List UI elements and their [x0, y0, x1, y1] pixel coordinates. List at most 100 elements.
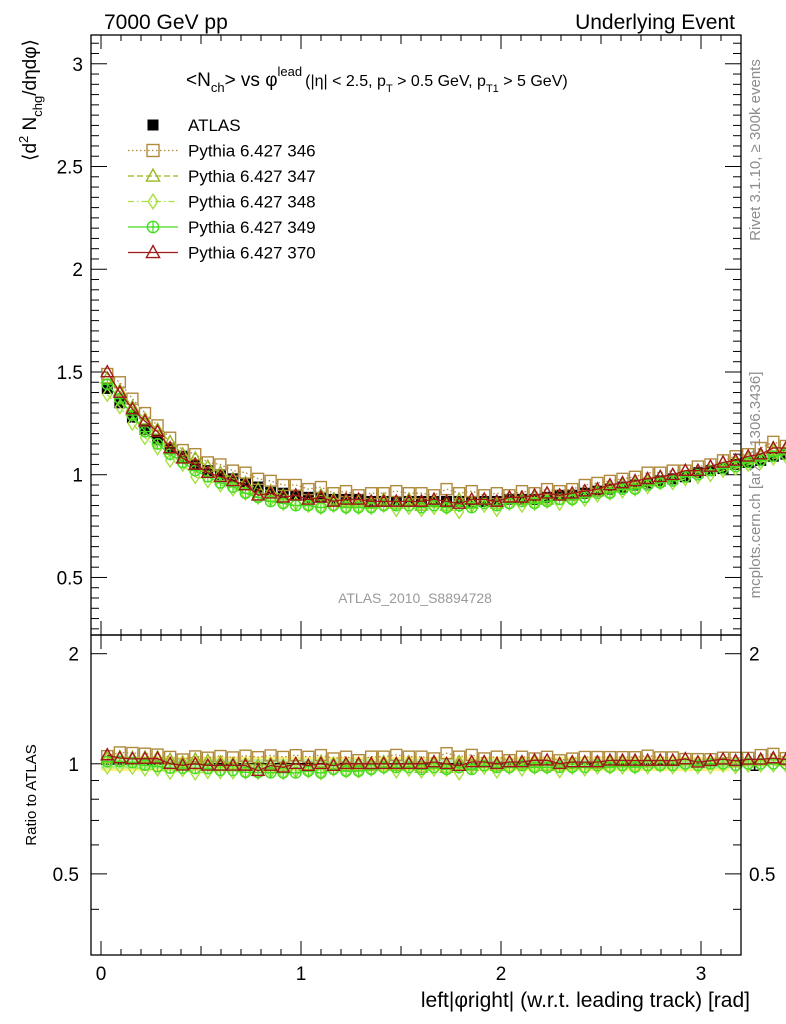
ratio-point: [275, 759, 291, 773]
data-point: [137, 413, 153, 427]
main-y-tick-label: 1.5: [57, 363, 83, 384]
ratio-point: [338, 756, 354, 770]
data-point: [590, 481, 605, 495]
legend-marker: [146, 220, 160, 234]
data-point: [703, 458, 718, 472]
ratio-point: [251, 750, 265, 764]
data-point: [666, 474, 679, 487]
data-point: [313, 489, 329, 503]
legend-marker: [147, 193, 159, 210]
data-point: [240, 485, 251, 502]
ratio-point: [190, 765, 201, 781]
ratio-point: [302, 750, 315, 764]
data-point: [552, 487, 567, 501]
header-right-label: Underlying Event: [575, 11, 735, 34]
data-point: [753, 446, 768, 460]
ratio-point: [314, 767, 327, 779]
ratio-point: [464, 754, 479, 768]
data-point: [728, 452, 743, 466]
legend-label: Pythia 6.427 347: [188, 167, 316, 186]
ratio-point: [188, 756, 203, 770]
ratio-point: [101, 755, 114, 768]
data-point: [578, 491, 591, 504]
ratio-point: [602, 752, 618, 766]
ratio-point: [225, 757, 241, 771]
ratio-point: [303, 763, 314, 779]
ratio-point: [226, 751, 240, 764]
data-point: [767, 435, 780, 449]
data-point: [654, 475, 666, 491]
data-point: [477, 491, 492, 505]
rivet-version-label: Rivet 3.1.10, ≥ 300k events: [747, 59, 764, 241]
data-point: [102, 386, 113, 403]
data-point: [754, 454, 767, 467]
data-point: [565, 485, 580, 499]
data-point: [139, 425, 151, 438]
series-line: [106, 373, 786, 496]
data-point: [378, 497, 389, 514]
ratio-point: [703, 752, 718, 767]
data-point: [705, 466, 716, 483]
ratio-point: [755, 757, 766, 774]
ratio-point: [654, 757, 666, 774]
data-point: [301, 491, 316, 505]
data-point: [200, 464, 216, 479]
legend-label: Pythia 6.427 346: [188, 142, 316, 161]
main-y-tick-label: 2.5: [57, 158, 83, 179]
data-point: [665, 466, 681, 481]
ratio-point: [189, 750, 202, 763]
ratio-point: [301, 757, 316, 771]
data-point: [162, 440, 178, 454]
data-point: [541, 493, 553, 510]
ratio-series-group: [100, 746, 786, 782]
legend-entry: Pythia 6.427 346: [128, 142, 316, 161]
data-point: [729, 460, 742, 473]
data-point: [439, 493, 454, 507]
ratio-point: [264, 766, 277, 779]
ratio-line: [107, 760, 786, 774]
data-point: [251, 472, 265, 486]
ratio-point: [539, 752, 555, 766]
data-point: [402, 487, 416, 500]
data-point: [151, 437, 164, 450]
ratio-point: [502, 754, 517, 768]
ratio-point: [378, 759, 389, 776]
data-point: [539, 485, 555, 499]
ratio-point: [164, 764, 176, 781]
data-point: [364, 487, 378, 500]
data-point: [113, 376, 127, 389]
ratio-point: [328, 761, 339, 778]
data-point: [441, 499, 452, 516]
ratio-point: [200, 757, 216, 771]
ratio-point: [566, 759, 578, 776]
ratio-point: [289, 766, 302, 779]
ratio-point: [740, 751, 756, 765]
legend-entry: Pythia 6.427 348: [128, 193, 316, 212]
data-point: [465, 484, 478, 498]
ratio-point: [426, 754, 442, 768]
ratio-point: [541, 761, 554, 774]
ratio-point: [315, 765, 327, 781]
data-point: [189, 447, 202, 461]
ratio-panel: 0 1 2 30.5 0.51 12 2: [53, 634, 786, 985]
ratio-point: [214, 749, 227, 763]
ratio-point: [352, 765, 365, 778]
data-point: [602, 477, 618, 491]
ratio-point: [125, 751, 140, 765]
ratio-point: [401, 756, 417, 770]
data-point: [640, 471, 655, 485]
data-point: [428, 499, 440, 512]
ratio-point: [102, 759, 113, 776]
data-point: [604, 485, 616, 502]
data-point: [690, 462, 706, 476]
ratio-point: [615, 752, 630, 766]
data-point: [277, 497, 290, 510]
ratio-point: [441, 761, 452, 778]
data-point: [577, 483, 593, 497]
series-370: [100, 364, 786, 509]
legend-marker: [145, 167, 161, 182]
data-point: [715, 454, 731, 468]
ratio-point: [114, 758, 126, 775]
ratio-point: [238, 757, 253, 771]
